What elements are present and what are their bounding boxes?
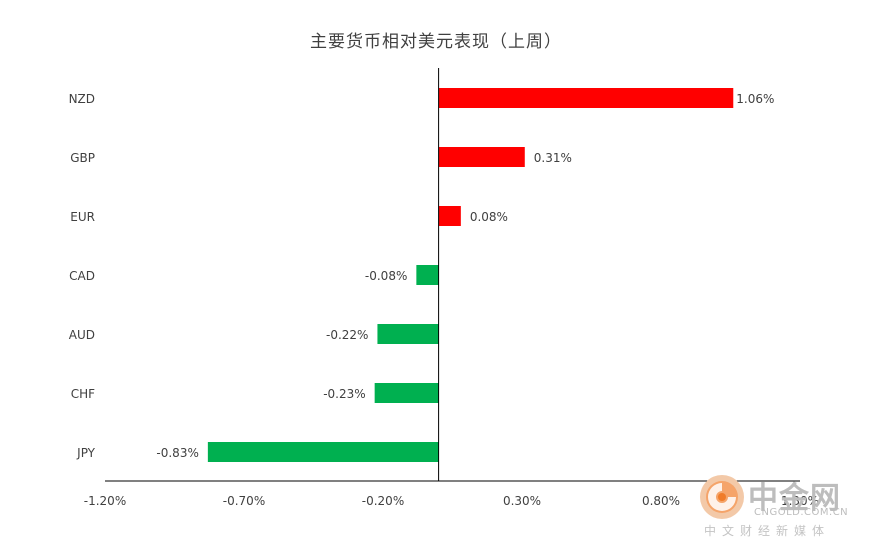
x-tick-label: 0.80%: [642, 494, 680, 508]
data-label: 0.31%: [534, 151, 572, 165]
category-label: AUD: [69, 328, 95, 342]
category-label: EUR: [70, 210, 95, 224]
x-tick-label: 0.30%: [503, 494, 541, 508]
bar-cad: [416, 265, 439, 285]
bar-nzd: [438, 88, 734, 108]
x-tick-label: -0.20%: [362, 494, 404, 508]
x-tick-label: 1.30%: [781, 494, 819, 508]
category-label: JPY: [76, 446, 96, 460]
category-label: CHF: [71, 387, 95, 401]
bar-eur: [438, 206, 461, 226]
x-tick-label: -1.20%: [84, 494, 126, 508]
bar-gbp: [438, 147, 525, 167]
cngold-logo-icon: [700, 475, 744, 519]
bar-aud: [377, 324, 439, 344]
data-label: -0.83%: [156, 446, 198, 460]
data-label: -0.08%: [365, 269, 407, 283]
category-label: GBP: [70, 151, 95, 165]
bar-jpy: [207, 442, 439, 462]
data-label: 0.08%: [470, 210, 508, 224]
watermark-tagline: 中文财经新媒体: [704, 524, 831, 538]
category-label: CAD: [69, 269, 95, 283]
bar-chf: [374, 383, 439, 403]
category-label: NZD: [69, 92, 95, 106]
data-label: -0.22%: [326, 328, 368, 342]
data-label: -0.23%: [323, 387, 365, 401]
data-label: 1.06%: [736, 92, 774, 106]
watermark: 中金网 CNGOLD.COM.CN 中文财经新媒体: [698, 473, 858, 543]
x-tick-label: -0.70%: [223, 494, 265, 508]
chart-title: 主要货币相对美元表现（上周）: [310, 32, 562, 52]
watermark-brand: 中金网: [748, 481, 841, 516]
watermark-domain: CNGOLD.COM.CN: [754, 507, 849, 518]
